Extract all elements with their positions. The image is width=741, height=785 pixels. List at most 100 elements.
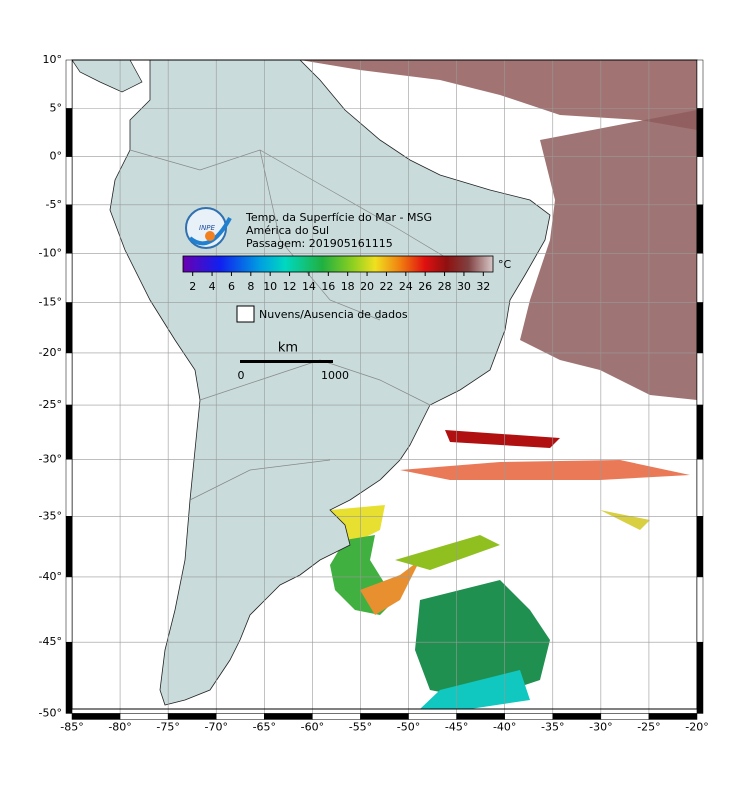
svg-text:INPE: INPE (199, 224, 216, 232)
lat-tick-label: -10° (39, 246, 62, 259)
lon-tick-label: -70° (204, 720, 227, 733)
colorbar-tick-label: 12 (283, 280, 297, 293)
lon-tick-label: -65° (253, 720, 276, 733)
frame-segment (65, 302, 73, 354)
colorbar-tick-label: 24 (399, 280, 413, 293)
lat-tick-label: -25° (39, 398, 62, 411)
lat-tick-label: -15° (39, 296, 62, 309)
frame-segment (71, 713, 121, 720)
sst-patch (415, 580, 550, 700)
colorbar-tick-label: 28 (438, 280, 452, 293)
land (72, 60, 143, 93)
frame-segment (504, 713, 554, 720)
scale-bar (240, 360, 333, 363)
scale-label: 0 (238, 369, 245, 382)
frame-segment (312, 713, 361, 720)
frame-segment (696, 516, 704, 578)
sst-patch (445, 430, 560, 448)
frame-segment (696, 459, 704, 517)
colorbar (182, 255, 494, 273)
sst-patch (600, 510, 650, 530)
colorbar-tick-label: 4 (209, 280, 216, 293)
sst-patch (395, 535, 500, 570)
colorbar-tick-label: 10 (263, 280, 277, 293)
frame-segment (696, 156, 704, 206)
title-line: Temp. da Superfície do Mar - MSG (245, 211, 432, 224)
title-line: América do Sul (246, 224, 329, 237)
legend-label: Nuvens/Ausencia de dados (259, 308, 408, 321)
frame-segment (65, 516, 73, 578)
lon-tick-label: -75° (156, 720, 179, 733)
frame-segment (65, 576, 73, 643)
lon-tick-label: -85° (60, 720, 83, 733)
frame-segment (65, 156, 73, 206)
frame-segment (167, 713, 217, 720)
frame-segment (648, 713, 698, 720)
lon-tick-label: -30° (589, 720, 612, 733)
frame-segment (119, 713, 169, 720)
frame-segment (65, 59, 73, 109)
sst-patch (360, 560, 420, 615)
frame-segment (264, 713, 313, 720)
colorbar-tick-label: 32 (476, 280, 490, 293)
lat-tick-label: -20° (39, 346, 62, 359)
lon-tick-label: -25° (637, 720, 660, 733)
legend-swatch (236, 305, 255, 323)
sst-patch (400, 460, 690, 480)
colorbar-tick-label: 26 (418, 280, 432, 293)
colorbar-tick-label: 22 (379, 280, 393, 293)
sst-patch (520, 110, 697, 400)
frame-segment (456, 713, 505, 720)
lat-tick-label: 5° (50, 102, 63, 115)
lat-tick-label: -30° (39, 452, 62, 465)
lon-tick-label: -60° (301, 720, 324, 733)
colorbar-tick-label: 2 (189, 280, 196, 293)
frame-segment (65, 108, 73, 157)
frame-segment (408, 713, 457, 720)
lon-tick-label: -35° (541, 720, 564, 733)
logo: INPE (185, 207, 232, 249)
frame-segment (65, 352, 73, 406)
lat-tick-label: -5° (46, 198, 62, 211)
frame-segment (360, 713, 409, 720)
lat-tick-label: -35° (39, 509, 62, 522)
frame-segment (696, 404, 704, 460)
sst-patch (300, 60, 697, 130)
colorbar-tick-label: 20 (360, 280, 374, 293)
frame-segment (65, 459, 73, 517)
frame-segment (696, 302, 704, 354)
colorbar-unit: °C (498, 258, 512, 271)
title-line: Passagem: 201905161115 (246, 237, 393, 250)
frame-segment (696, 352, 704, 406)
lat-tick-label: -40° (39, 570, 62, 583)
lon-tick-label: -55° (349, 720, 372, 733)
lat-tick-label: 10° (43, 53, 63, 66)
frame-segment (600, 713, 650, 720)
lon-tick-label: -20° (685, 720, 708, 733)
frame-segment (65, 253, 73, 303)
colorbar-tick-label: 8 (247, 280, 254, 293)
scale-unit: km (278, 341, 298, 356)
colorbar-tick-label: 18 (341, 280, 355, 293)
lon-tick-label: -45° (445, 720, 468, 733)
frame-segment (552, 713, 602, 720)
lat-tick-label: 0° (50, 150, 63, 163)
frame-segment (215, 713, 265, 720)
frame-segment (696, 204, 704, 254)
frame-segment (65, 204, 73, 254)
lon-tick-label: -80° (108, 720, 131, 733)
map-layers (72, 60, 697, 709)
frame-segment (696, 253, 704, 303)
colorbar-tick-label: 14 (302, 280, 316, 293)
lon-tick-label: -40° (493, 720, 516, 733)
frame-segment (65, 404, 73, 460)
frame-segment (696, 108, 704, 157)
lat-tick-label: -45° (39, 635, 62, 648)
frame-segment (696, 641, 704, 714)
colorbar-tick-label: 6 (228, 280, 235, 293)
colorbar-tick-label: 30 (457, 280, 471, 293)
frame-segment (696, 576, 704, 643)
sst-patch (420, 670, 530, 709)
frame-segment (696, 59, 704, 109)
lon-tick-label: -50° (397, 720, 420, 733)
